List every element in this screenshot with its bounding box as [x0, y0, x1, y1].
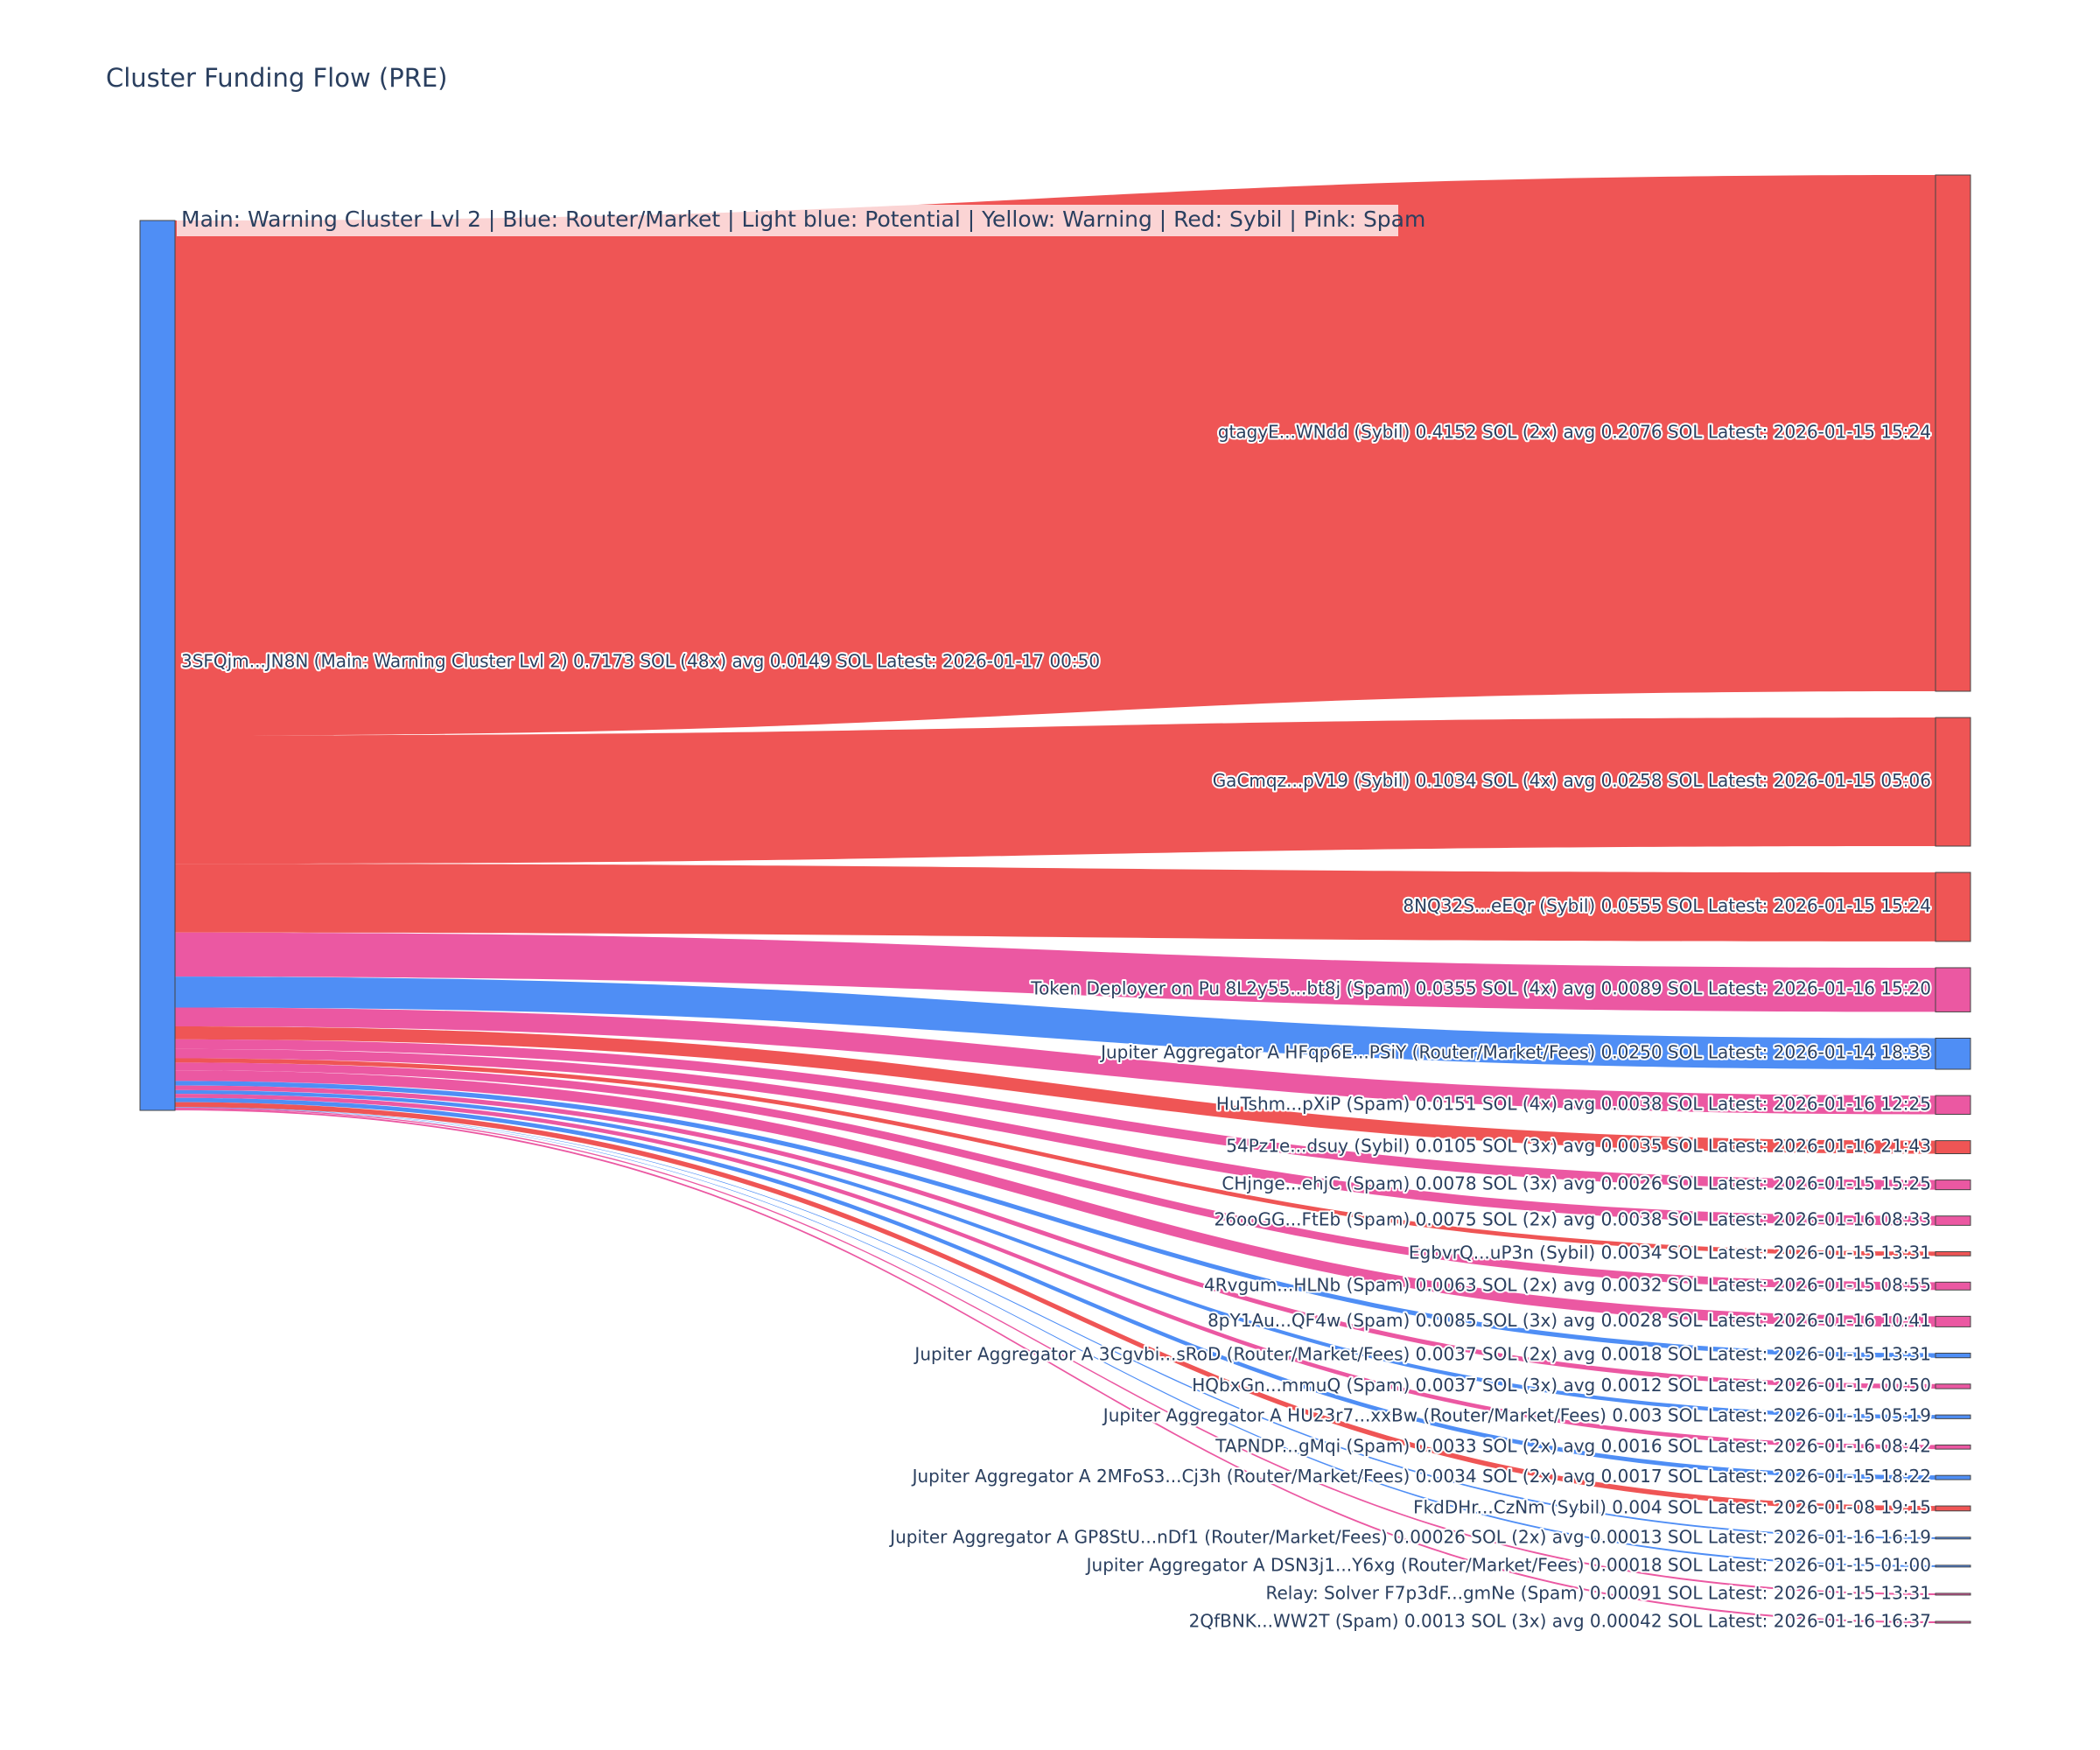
target-node[interactable]	[1935, 1140, 1971, 1155]
flow-link[interactable]	[175, 976, 1936, 1070]
target-node[interactable]	[1935, 1250, 1971, 1256]
flow-link[interactable]	[175, 1081, 1936, 1358]
target-label: GaCmqz...pV19 (Sybil) 0.1034 SOL (4x) av…	[1213, 770, 1931, 791]
target-node[interactable]	[1935, 1281, 1971, 1291]
target-node[interactable]	[1935, 174, 1971, 692]
flow-link[interactable]	[175, 1107, 1936, 1567]
target-label: Relay: Solver F7p3dF...gmNe (Spam) 0.000…	[1265, 1582, 1931, 1603]
flow-link[interactable]	[175, 1048, 1936, 1226]
target-label: HuTshm...pXiP (Spam) 0.0151 SOL (4x) avg…	[1216, 1093, 1931, 1114]
target-node[interactable]	[1935, 1383, 1971, 1390]
target-label: 8pY1Au...QF4w (Spam) 0.0085 SOL (3x) avg…	[1208, 1310, 1931, 1331]
target-label: Jupiter Aggregator A 3Cgvbi...sRoD (Rout…	[913, 1344, 1931, 1365]
flow-link[interactable]	[175, 1089, 1936, 1419]
target-node[interactable]	[1935, 872, 1971, 942]
target-label: Jupiter Aggregator A GP8StU...nDf1 (Rout…	[888, 1526, 1931, 1547]
flow-link[interactable]	[175, 1085, 1936, 1390]
flow-link[interactable]	[175, 718, 1936, 864]
target-node[interactable]	[1935, 1414, 1971, 1419]
target-label: 54Pz1e...dsuy (Sybil) 0.0105 SOL (3x) av…	[1226, 1136, 1931, 1157]
target-node[interactable]	[1935, 1315, 1971, 1327]
flow-link[interactable]	[175, 1026, 1936, 1154]
flow-link[interactable]	[175, 1062, 1936, 1291]
target-label: Token Deployer on Pu 8L2y55...bt8j (Spam…	[1030, 978, 1931, 999]
chart-title: Cluster Funding Flow (PRE)	[106, 63, 448, 93]
legend-note: Main: Warning Cluster Lvl 2 | Blue: Rout…	[177, 205, 1425, 236]
target-label: 26ooGG...FtEb (Spam) 0.0075 SOL (2x) avg…	[1214, 1209, 1931, 1230]
target-node[interactable]	[1935, 1352, 1971, 1359]
target-node[interactable]	[1935, 1536, 1971, 1540]
flow-link[interactable]	[175, 864, 1936, 942]
target-node[interactable]	[1935, 1095, 1971, 1116]
target-label: TAPNDP...gMqi (Spam) 0.0033 SOL (2x) avg…	[1214, 1435, 1931, 1456]
target-node[interactable]	[1935, 1474, 1971, 1480]
target-label: FkdDHr...CzNm (Sybil) 0.004 SOL Latest: …	[1413, 1496, 1931, 1517]
target-node[interactable]	[1935, 1444, 1971, 1450]
flow-link[interactable]	[175, 1109, 1936, 1623]
flow-link[interactable]	[175, 1039, 1936, 1190]
flow-link[interactable]	[175, 1058, 1936, 1256]
flow-nodes	[139, 174, 1971, 1624]
flow-link[interactable]	[175, 1102, 1936, 1511]
flow-link[interactable]	[175, 932, 1936, 1012]
target-label: Jupiter Aggregator A 2MFoS3...Cj3h (Rout…	[911, 1466, 1931, 1487]
target-label: CHjnge...ehjC (Spam) 0.0078 SOL (3x) avg…	[1222, 1173, 1931, 1194]
target-label: 2QfBNK...WW2T (Spam) 0.0013 SOL (3x) avg…	[1189, 1611, 1931, 1632]
target-node[interactable]	[1935, 1620, 1971, 1624]
source-label: 3SFQjm...JN8N (Main: Warning Cluster Lvl…	[181, 651, 1100, 672]
target-node[interactable]	[1935, 1215, 1971, 1226]
target-node[interactable]	[1935, 1505, 1971, 1512]
flow-links	[175, 175, 1936, 1623]
flow-link[interactable]	[175, 1007, 1936, 1115]
target-label: Jupiter Aggregator A DSN3j1...Y6xg (Rout…	[1085, 1554, 1931, 1575]
target-node[interactable]	[1935, 1592, 1971, 1596]
flow-link[interactable]	[175, 1107, 1936, 1595]
target-node[interactable]	[1935, 717, 1971, 847]
target-node[interactable]	[1935, 1180, 1971, 1191]
flow-link[interactable]	[175, 175, 1936, 736]
target-node[interactable]	[1935, 1564, 1971, 1568]
source-node[interactable]	[139, 220, 176, 1111]
legend-note-text: Main: Warning Cluster Lvl 2 | Blue: Rout…	[181, 206, 1425, 232]
target-label: Jupiter Aggregator A HU23r7...xxBw (Rout…	[1102, 1405, 1931, 1426]
flow-link[interactable]	[175, 1070, 1936, 1327]
target-label: gtagyE...WNdd (Sybil) 0.4152 SOL (2x) av…	[1218, 422, 1931, 443]
target-label: 4Rvgum...HLNb (Spam) 0.0063 SOL (2x) avg…	[1204, 1274, 1931, 1295]
flow-link[interactable]	[175, 1107, 1936, 1539]
target-label: Jupiter Aggregator A HFqp6E...PSiY (Rout…	[1099, 1042, 1931, 1063]
flow-link[interactable]	[175, 1097, 1936, 1480]
flow-labels: 3SFQjm...JN8N (Main: Warning Cluster Lvl…	[179, 420, 1933, 1634]
target-node[interactable]	[1935, 1037, 1971, 1070]
target-node[interactable]	[1935, 967, 1971, 1012]
target-label: EgbvrQ...uP3n (Sybil) 0.0034 SOL Latest:…	[1409, 1242, 1931, 1263]
target-label: HQbxGn...mmuQ (Spam) 0.0037 SOL (3x) avg…	[1192, 1375, 1931, 1396]
flow-link[interactable]	[175, 1094, 1936, 1450]
target-label: 8NQ32S...eEQr (Sybil) 0.0555 SOL Latest:…	[1403, 895, 1931, 916]
